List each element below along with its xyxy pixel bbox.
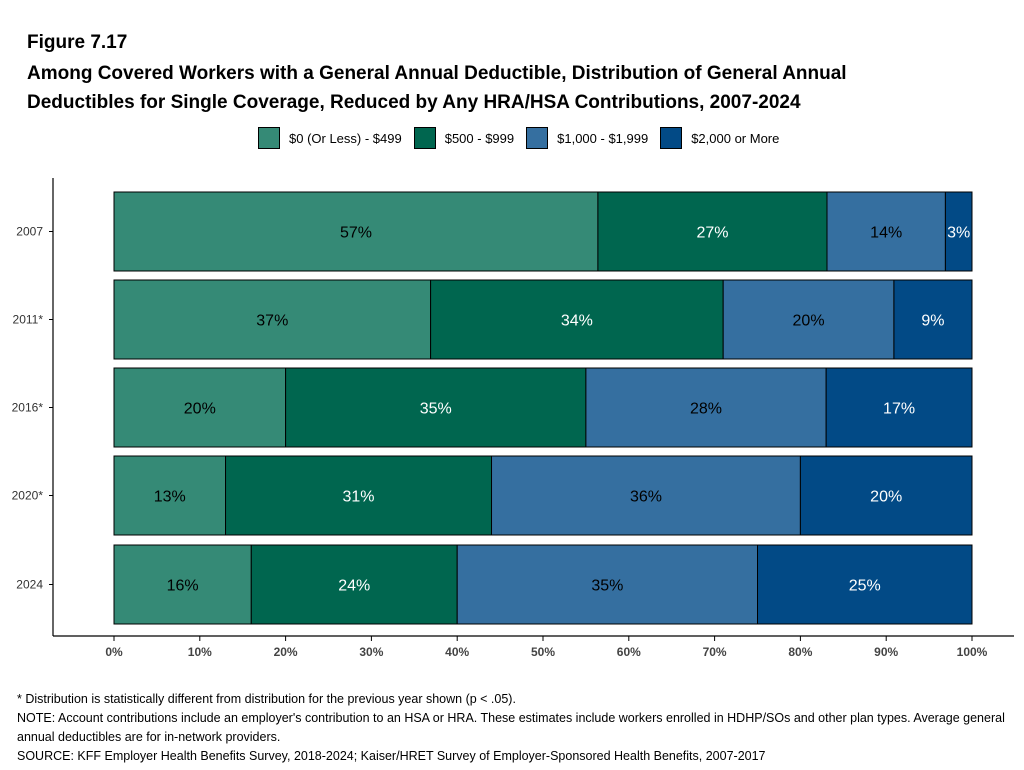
bar-segment xyxy=(285,367,587,448)
y-tick-label: 2016* xyxy=(12,401,44,415)
bar-segment xyxy=(250,544,458,625)
footnote-note: NOTE: Account contributions include an e… xyxy=(17,711,1005,744)
x-tick-label: 20% xyxy=(274,645,298,659)
footnotes: * Distribution is statistically differen… xyxy=(17,690,1017,766)
data-label: 37% xyxy=(256,313,288,330)
bar-segment xyxy=(113,191,599,272)
y-tick-label: 2007 xyxy=(16,225,43,239)
data-label: 20% xyxy=(184,401,216,418)
x-tick-label: 50% xyxy=(531,645,555,659)
bar-segment xyxy=(225,455,493,536)
x-tick-label: 60% xyxy=(617,645,641,659)
legend-label: $2,000 or More xyxy=(691,130,780,146)
legend-swatch xyxy=(258,127,280,149)
x-tick-label: 10% xyxy=(188,645,212,659)
bar-segment xyxy=(430,279,724,360)
legend-label: $0 (Or Less) - $499 xyxy=(289,130,402,146)
bar-segment xyxy=(722,279,895,360)
x-tick-label: 30% xyxy=(359,645,383,659)
bar-segment xyxy=(113,544,252,625)
bar-segment xyxy=(597,191,828,272)
x-tick-label: 100% xyxy=(957,645,988,659)
data-label: 13% xyxy=(154,489,186,506)
legend-label: $1,000 - $1,999 xyxy=(557,130,649,146)
legend: $0 (Or Less) - $499 $500 - $999 $1,000 - $… xyxy=(258,127,791,149)
x-tick-label: 70% xyxy=(703,645,727,659)
data-label: 35% xyxy=(591,578,623,595)
legend-item: $2,000 or More xyxy=(660,127,779,149)
bar-segment xyxy=(456,544,758,625)
footnote-significance: * Distribution is statistically differen… xyxy=(17,692,516,706)
data-label: 3% xyxy=(947,225,970,242)
data-label: 14% xyxy=(870,225,902,242)
legend-item: $500 - $999 xyxy=(413,127,515,149)
data-label: 17% xyxy=(883,401,915,418)
x-tick-label: 80% xyxy=(788,645,812,659)
legend-swatch xyxy=(413,127,436,149)
legend-item: $0 (Or Less) - $499 xyxy=(258,127,402,149)
data-label: 20% xyxy=(793,313,825,330)
data-label: 28% xyxy=(690,401,722,418)
y-tick-label: 2024 xyxy=(16,578,43,592)
chart-title-line1: Among Covered Workers with a General Ann… xyxy=(27,63,847,84)
bar-segment xyxy=(113,367,287,448)
data-label: 25% xyxy=(849,578,881,595)
footnote-source: SOURCE: KFF Employer Health Benefits Sur… xyxy=(17,749,766,763)
x-tick-label: 40% xyxy=(445,645,469,659)
chart-title-line2: Deductibles for Single Coverage, Reduced… xyxy=(27,92,801,113)
figure-label: Figure 7.17 xyxy=(27,32,128,53)
data-label: 9% xyxy=(921,313,944,330)
bar-segment xyxy=(113,455,227,536)
bar-segment xyxy=(944,191,973,272)
bar-segment xyxy=(113,279,432,360)
data-label: 31% xyxy=(343,489,375,506)
bar-segment xyxy=(825,367,973,448)
data-label: 57% xyxy=(340,225,372,242)
bar-segment xyxy=(757,544,973,625)
data-label: 34% xyxy=(561,313,593,330)
x-tick-label: 0% xyxy=(105,645,123,659)
data-label: 20% xyxy=(870,489,902,506)
data-label: 36% xyxy=(630,489,662,506)
y-tick-label: 2020* xyxy=(12,489,44,503)
y-tick-label: 2011* xyxy=(13,313,44,327)
bar-segment xyxy=(491,455,801,536)
legend-label: $500 - $999 xyxy=(444,130,515,146)
legend-item: $1,000 - $1,999 xyxy=(526,127,648,149)
data-label: 16% xyxy=(167,578,199,595)
bar-segment xyxy=(585,367,827,448)
x-tick-label: 90% xyxy=(874,645,898,659)
data-label: 27% xyxy=(696,225,728,242)
data-label: 35% xyxy=(420,401,452,418)
legend-swatch xyxy=(660,127,683,149)
bar-segment xyxy=(893,279,973,360)
bar-segment xyxy=(799,455,973,536)
legend-swatch xyxy=(526,127,549,149)
data-label: 24% xyxy=(338,578,370,595)
